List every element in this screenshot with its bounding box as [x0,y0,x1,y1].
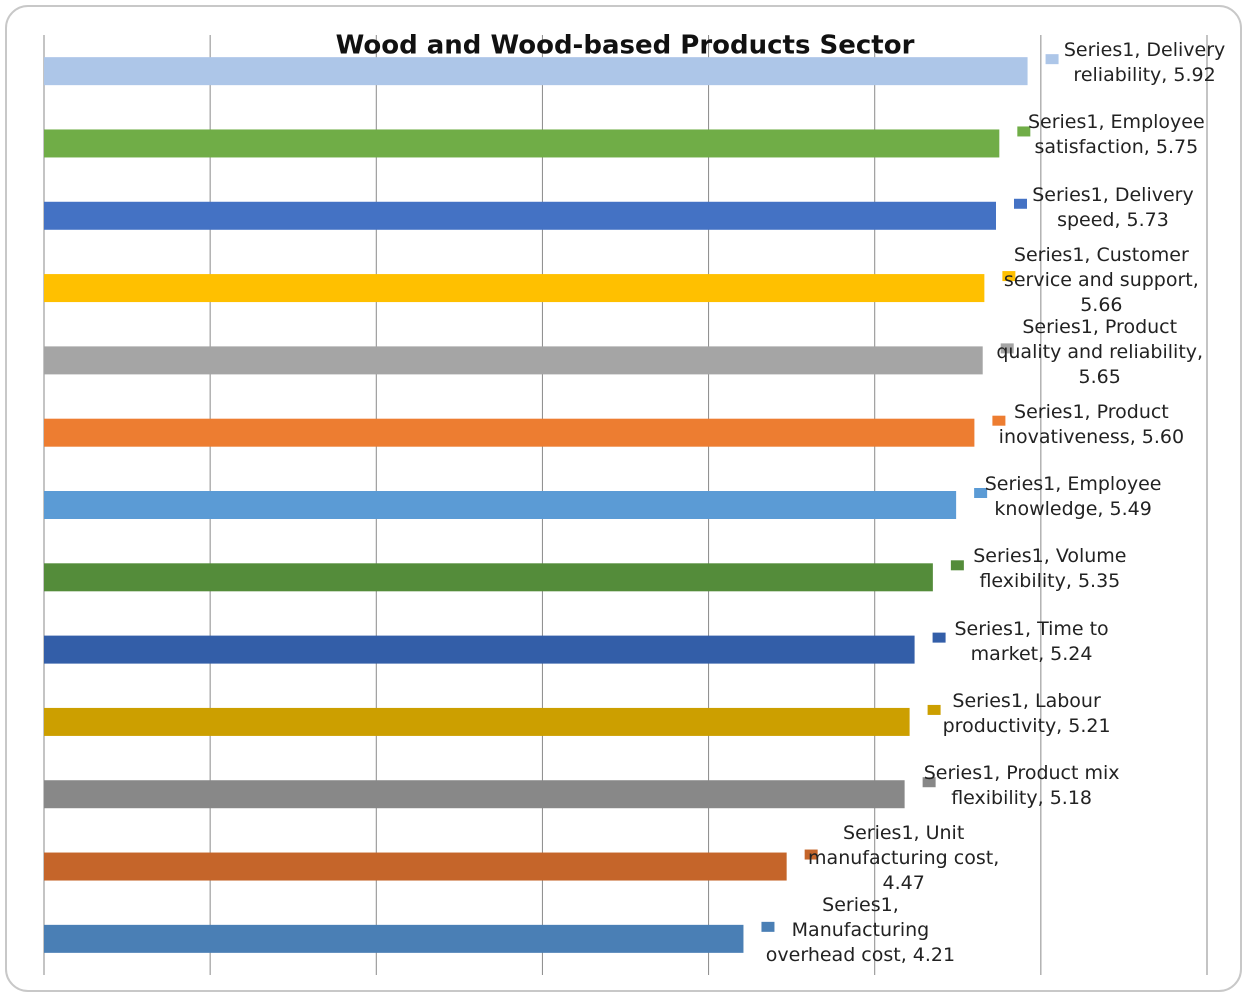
data-label: Series1, Product mix flexibility, 5.18 [923,762,1120,810]
bar [44,57,1028,86]
data-label: Series1, Manufacturing overhead cost, 4.… [765,894,956,967]
data-label: Series1, Labour productivity, 5.21 [942,689,1111,737]
label-key [761,921,775,932]
data-label-box: Series1, Product mix flexibility, 5.18 [923,762,1120,810]
data-label-box: Series1, Product quality and reliability… [996,315,1204,388]
label-key [922,777,936,788]
bars: Series1, Delivery reliability, 5.92 Serie… [44,39,1226,967]
data-label: Series1, Product quality and reliability… [996,315,1204,388]
bar [44,852,787,881]
label-key [1013,198,1027,209]
data-label-box: Series1, Employee knowledge, 5.49 [984,473,1162,520]
chart-title: Wood and Wood-based Products Sector [336,31,915,61]
label-key [1045,54,1059,65]
bar [44,780,905,809]
data-label: Series1, Unit manufacturing cost, 4.47 [808,822,1000,895]
label-key [1002,271,1016,282]
data-label-box: Series1, Product inovativeness, 5.60 [998,400,1185,448]
label-key [950,560,964,571]
data-label-box: Series1, Volume flexibility, 5.35 [973,545,1127,593]
label-key [1017,126,1031,137]
bar [44,563,933,592]
bar [44,201,996,230]
data-label-box: Series1, Time to market, 5.24 [954,617,1109,665]
label-key [804,849,818,860]
bar [44,491,957,519]
label-key [992,415,1006,426]
data-label-box: Series1, Customer service and support, 5… [1003,243,1199,316]
data-label: Series1, Time to market, 5.24 [954,617,1109,665]
bar [44,346,983,375]
data-label: Series1, Delivery speed, 5.73 [1032,183,1194,231]
bar [44,129,1000,158]
data-label: Series1, Product inovativeness, 5.60 [998,400,1185,448]
bar [44,707,910,736]
data-label-box: Series1, Delivery speed, 5.73 [1032,183,1194,231]
data-label-box: Series1, Manufacturing overhead cost, 4.… [765,894,956,967]
data-label: Series1, Volume flexibility, 5.35 [973,545,1127,593]
label-key [974,488,988,498]
data-label: Series1, Delivery reliability, 5.92 [1063,39,1226,87]
data-label-box: Series1, Delivery reliability, 5.92 [1063,39,1226,87]
bar [44,418,975,447]
data-label-box: Series1, Unit manufacturing cost, 4.47 [808,822,1000,895]
data-label: Series1, Employee knowledge, 5.49 [984,473,1162,520]
data-label-box: Series1, Employee satisfaction, 5.75 [1027,111,1205,159]
bar [44,635,915,664]
bar [44,274,985,303]
data-label: Series1, Customer service and support, 5… [1003,243,1199,316]
label-key [1000,343,1014,354]
bar [44,924,744,953]
data-label-box: Series1, Labour productivity, 5.21 [942,689,1111,737]
label-key [927,704,941,715]
data-label: Series1, Employee satisfaction, 5.75 [1027,111,1205,159]
label-key [932,632,946,643]
